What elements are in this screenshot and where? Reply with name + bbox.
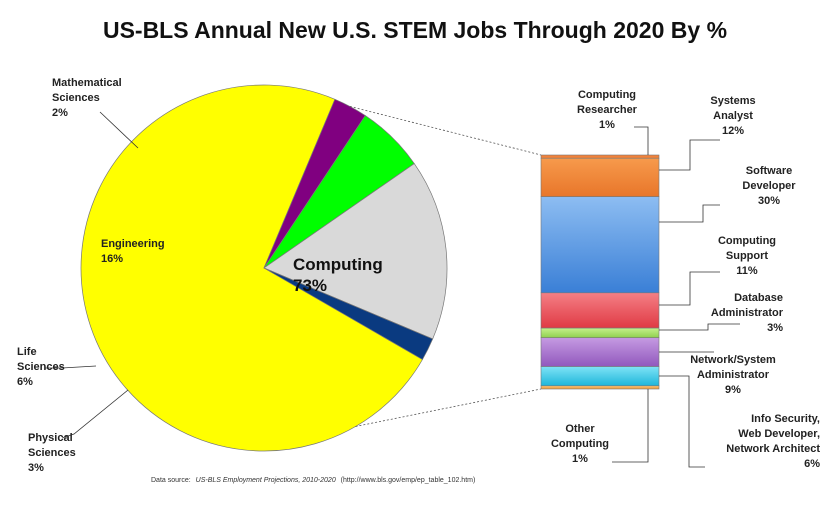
pie-slice-engineering (263, 163, 448, 340)
leader-lines (45, 111, 740, 468)
leader-physical-sciences (61, 389, 129, 439)
leader-systems-analyst (659, 139, 720, 171)
labels: Computing 73% Physical Sciences 3% Life Scienc… (17, 77, 820, 474)
leader-other-computing (612, 389, 649, 463)
leader-computing-support (659, 271, 720, 306)
bar-segment-computing-researcher (540, 154, 660, 159)
pie-slice-mathematical-sciences (263, 267, 434, 360)
bar-label-other-computing: Other Computing 1% (551, 423, 609, 465)
bar-connectors (349, 106, 542, 427)
bar-label-computing-support: Computing Support 11% (718, 235, 776, 277)
leader-mathematical-sciences (99, 111, 139, 149)
computing-breakdown-bar (540, 154, 660, 390)
bar-segment-info-security-web-developer-network-architect (540, 366, 660, 387)
pie-slice-computing (80, 84, 423, 452)
source-prefix: Data source: (151, 477, 191, 484)
leader-database-administrator (659, 323, 740, 331)
bar-label-database-administrator: Database Administrator 3% (711, 292, 784, 334)
pie-label-computing: Computing 73% (293, 255, 383, 295)
source-url: (http://www.bls.gov/emp/ep_table_102.htm… (341, 477, 476, 484)
bar-label-network-system-administrator: Network/System Administrator 9% (690, 354, 776, 396)
leader-computing-researcher (634, 126, 649, 155)
chart-title: US-BLS Annual New U.S. STEM Jobs Through… (103, 17, 727, 43)
bar-label-systems-analyst: Systems Analyst 12% (710, 95, 755, 137)
connector-top (349, 106, 542, 156)
bar-segment-other-computing (540, 385, 660, 390)
pie (80, 84, 448, 452)
bar-label-computing-researcher: Computing Researcher 1% (577, 89, 638, 131)
bar-label-software-developer: Software Developer 30% (742, 165, 796, 207)
bar-segment-computing-support (540, 292, 660, 329)
bar-segment-network-system-administrator (540, 337, 660, 367)
pie-label-mathematical-sciences: Mathematical Sciences 2% (52, 77, 122, 119)
pie-label-life-sciences: Life Sciences 6% (17, 346, 65, 388)
source-note: Data source: US-BLS Employment Projectio… (151, 477, 475, 484)
bar-segment-database-administrator (540, 327, 660, 339)
bar-label-info-security-web-developer-network-architect: Info Security, Web Developer, Network Arch… (726, 413, 820, 470)
leader-info-security-web-developer-network-architect (659, 375, 705, 468)
leader-software-developer (659, 204, 720, 223)
pie-label-engineering: Engineering 16% (101, 238, 165, 265)
pie-label-physical-sciences: Physical Sciences 3% (28, 432, 76, 474)
source-title: US-BLS Employment Projections, 2010-2020 (196, 477, 336, 484)
leader-life-sciences (45, 365, 97, 369)
bar-segment-software-developer (540, 196, 660, 294)
bar-segment-systems-analyst (540, 157, 660, 197)
connector-bottom (355, 388, 542, 427)
